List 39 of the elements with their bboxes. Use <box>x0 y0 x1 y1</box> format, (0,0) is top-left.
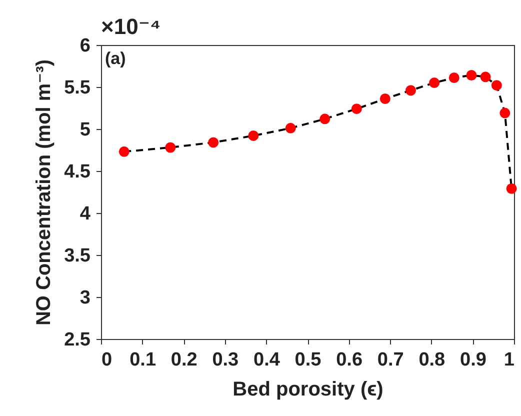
point <box>248 130 259 141</box>
point <box>320 114 330 124</box>
y-tick-label: 3 <box>80 288 90 308</box>
x-tick-label: 0 <box>102 350 112 370</box>
point <box>208 137 219 148</box>
y-tick-label: 6 <box>80 36 90 56</box>
x-axis-title: Bed porosity (ϵ) <box>232 378 384 400</box>
x-tick-label: 0.5 <box>294 350 322 370</box>
point <box>506 183 517 194</box>
x-tick-label: 0.2 <box>170 350 198 370</box>
x-tick-label: 0.1 <box>130 350 156 370</box>
x-tick-label: 0.6 <box>336 350 363 370</box>
y-tick-label: 2.5 <box>64 330 91 350</box>
x-tick-label: 0.3 <box>212 350 239 370</box>
y-axis-title: NO Concentration (mol m⁻³) <box>33 59 56 326</box>
annotation: (a) <box>105 49 126 68</box>
point <box>406 85 416 96</box>
y-tick-label: 4.5 <box>64 162 91 182</box>
point <box>500 108 510 118</box>
point <box>480 72 491 82</box>
x-tick-label: 0.4 <box>253 350 280 370</box>
point <box>165 142 176 153</box>
point <box>466 70 477 80</box>
x-tick-label: 0.9 <box>460 350 486 370</box>
point <box>380 94 390 104</box>
point <box>491 80 502 91</box>
point <box>351 104 362 114</box>
point <box>118 146 130 157</box>
point <box>448 72 460 83</box>
x-tick-label: 0.7 <box>377 350 404 370</box>
y-tick-label: 5 <box>80 120 91 140</box>
point <box>285 122 296 134</box>
y-tick-label: 5.5 <box>64 78 91 98</box>
y-tick-label: 4 <box>80 204 91 224</box>
text: ×10⁻⁴ <box>101 14 161 39</box>
x-tick-label: 0.8 <box>418 350 446 370</box>
y-tick-label: 3.5 <box>64 246 91 266</box>
x-tick-label: 1 <box>504 350 515 370</box>
point <box>429 78 440 88</box>
